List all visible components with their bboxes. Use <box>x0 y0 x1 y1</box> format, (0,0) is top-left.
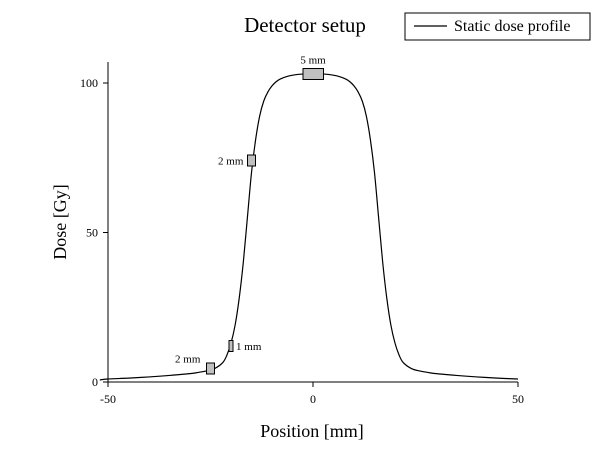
legend-label: Static dose profile <box>454 18 570 35</box>
axes <box>107 62 518 383</box>
detector-box <box>302 67 324 80</box>
series-layer <box>99 73 519 381</box>
y-tick-label: 100 <box>80 76 98 90</box>
y-ticks: 0 50 100 <box>80 76 108 389</box>
x-tick-label: -50 <box>100 392 116 406</box>
detector-label: 2 mm <box>218 156 244 168</box>
static-dose-profile-line <box>99 73 519 381</box>
x-tick-label: 50 <box>512 392 524 406</box>
x-axis-label: Position [mm] <box>260 421 364 441</box>
detector-label: 2 mm <box>175 354 201 366</box>
x-ticks: -50 0 50 <box>100 382 524 406</box>
y-tick-label: 0 <box>92 375 98 389</box>
detector-label: 5 mm <box>300 54 326 66</box>
y-axis-label: Dose [Gy] <box>50 184 70 259</box>
annotation-layer: 5 mm 2 mm 1 mm 2 mm <box>175 54 326 375</box>
detector-box <box>246 154 257 167</box>
chart-title: Detector setup <box>244 13 366 37</box>
x-tick-label: 0 <box>310 392 316 406</box>
legend: Static dose profile <box>404 12 591 41</box>
detector-box <box>228 340 234 353</box>
detector-label: 1 mm <box>236 341 262 353</box>
y-tick-label: 50 <box>86 225 98 239</box>
detector-box <box>205 362 216 375</box>
